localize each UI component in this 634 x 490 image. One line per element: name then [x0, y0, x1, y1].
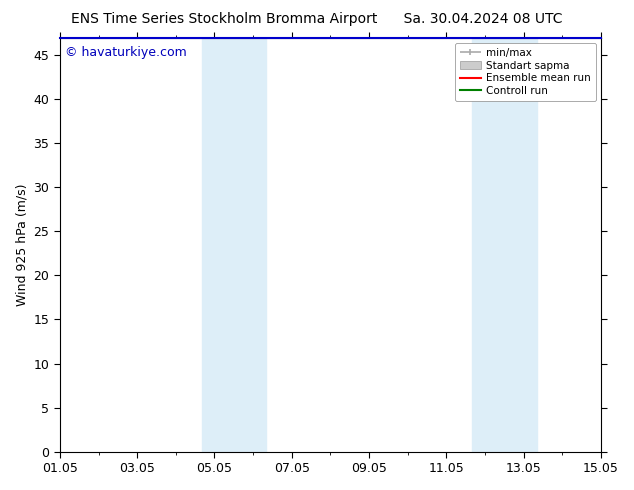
Text: ENS Time Series Stockholm Bromma Airport      Sa. 30.04.2024 08 UTC: ENS Time Series Stockholm Bromma Airport…	[71, 12, 563, 26]
Text: © havaturkiye.com: © havaturkiye.com	[65, 46, 187, 59]
Legend: min/max, Standart sapma, Ensemble mean run, Controll run: min/max, Standart sapma, Ensemble mean r…	[455, 43, 596, 101]
Y-axis label: Wind 925 hPa (m/s): Wind 925 hPa (m/s)	[15, 183, 28, 306]
Bar	[202, 38, 266, 452]
Bar	[472, 38, 536, 452]
